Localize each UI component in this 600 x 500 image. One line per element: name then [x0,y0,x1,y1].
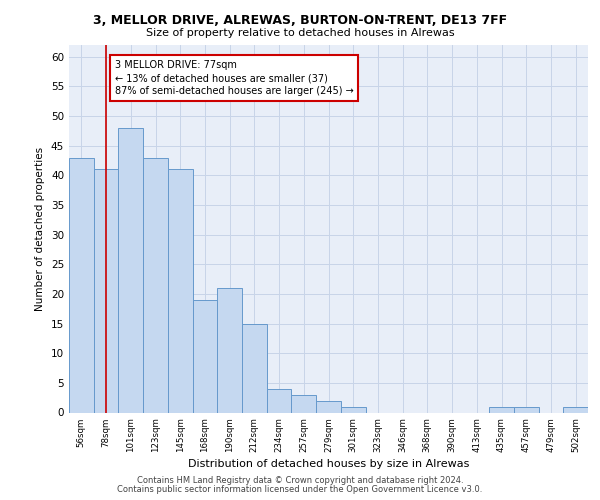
Bar [316,400,341,412]
X-axis label: Distribution of detached houses by size in Alrewas: Distribution of detached houses by size … [188,459,469,469]
Bar [341,406,365,412]
Bar [563,406,588,412]
Bar [94,170,118,412]
Text: Contains HM Land Registry data © Crown copyright and database right 2024.: Contains HM Land Registry data © Crown c… [137,476,463,485]
Bar [143,158,168,412]
Bar [489,406,514,412]
Bar [217,288,242,412]
Bar [514,406,539,412]
Bar [267,389,292,412]
Y-axis label: Number of detached properties: Number of detached properties [35,146,46,311]
Bar [292,394,316,412]
Bar [242,324,267,412]
Text: Contains public sector information licensed under the Open Government Licence v3: Contains public sector information licen… [118,484,482,494]
Bar [69,158,94,412]
Text: Size of property relative to detached houses in Alrewas: Size of property relative to detached ho… [146,28,454,38]
Text: 3, MELLOR DRIVE, ALREWAS, BURTON-ON-TRENT, DE13 7FF: 3, MELLOR DRIVE, ALREWAS, BURTON-ON-TREN… [93,14,507,27]
Bar [193,300,217,412]
Bar [118,128,143,412]
Bar [168,170,193,412]
Text: 3 MELLOR DRIVE: 77sqm
← 13% of detached houses are smaller (37)
87% of semi-deta: 3 MELLOR DRIVE: 77sqm ← 13% of detached … [115,60,353,96]
